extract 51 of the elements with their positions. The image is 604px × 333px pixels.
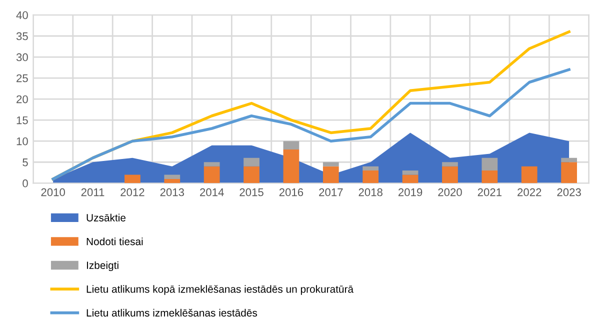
- bar: [402, 170, 418, 175]
- y-tick-label: 35: [16, 32, 28, 40]
- bar: [561, 158, 577, 162]
- x-tick-label: 2019: [398, 188, 422, 196]
- legend-label: Lietu atlikums kopā izmeklēšanas iestādēs un prokuratūrā: [86, 285, 354, 295]
- bar: [442, 166, 458, 184]
- line-series: [52, 68, 570, 180]
- x-tick-label: 2015: [240, 188, 264, 196]
- x-tick-label: 2016: [279, 188, 304, 196]
- legend-label: Uzsāktie: [86, 214, 126, 222]
- x-tick-label: 2010: [41, 188, 65, 196]
- y-tick-label: 5: [22, 158, 28, 166]
- bar: [204, 166, 220, 184]
- bar: [322, 162, 339, 166]
- y-tick-label: 15: [16, 116, 28, 124]
- bar: [442, 162, 458, 166]
- bar: [283, 150, 300, 184]
- x-tick-label: 2013: [160, 188, 184, 196]
- bar: [283, 141, 300, 150]
- x-tick-label: 2021: [478, 188, 502, 196]
- bar: [521, 166, 538, 184]
- legend-label: Izbeigti: [86, 261, 118, 272]
- bar: [362, 166, 379, 171]
- bar: [244, 158, 260, 166]
- bar: [561, 162, 577, 184]
- bar: [164, 178, 180, 184]
- x-tick-label: 2014: [200, 188, 224, 196]
- y-tick-label: 30: [16, 53, 28, 62]
- legend-label: Lietu atlikums izmeklēšanas iestādēs: [86, 308, 258, 317]
- y-tick-label: 10: [16, 137, 28, 146]
- legend-label: Nodoti tiesai: [86, 238, 143, 246]
- x-tick-label: 2022: [518, 188, 542, 196]
- bar: [362, 170, 379, 184]
- bar: [322, 166, 339, 184]
- x-tick-label: 2017: [319, 188, 343, 196]
- bar: [482, 158, 498, 171]
- y-tick-label: 25: [16, 74, 28, 82]
- bar: [164, 174, 180, 179]
- bar: [124, 174, 140, 184]
- x-tick-label: 2020: [438, 188, 462, 196]
- x-tick-label: 2011: [81, 188, 104, 196]
- bar: [204, 162, 220, 166]
- y-tick-label: 40: [16, 11, 28, 20]
- bar: [482, 170, 498, 184]
- x-tick-label: 2012: [120, 188, 144, 196]
- bar: [402, 174, 418, 184]
- x-tick-label: 2018: [358, 188, 382, 196]
- y-tick-label: 0: [22, 179, 28, 188]
- x-tick-label: 2023: [557, 188, 581, 196]
- bar: [244, 166, 260, 184]
- y-tick-label: 20: [16, 95, 28, 104]
